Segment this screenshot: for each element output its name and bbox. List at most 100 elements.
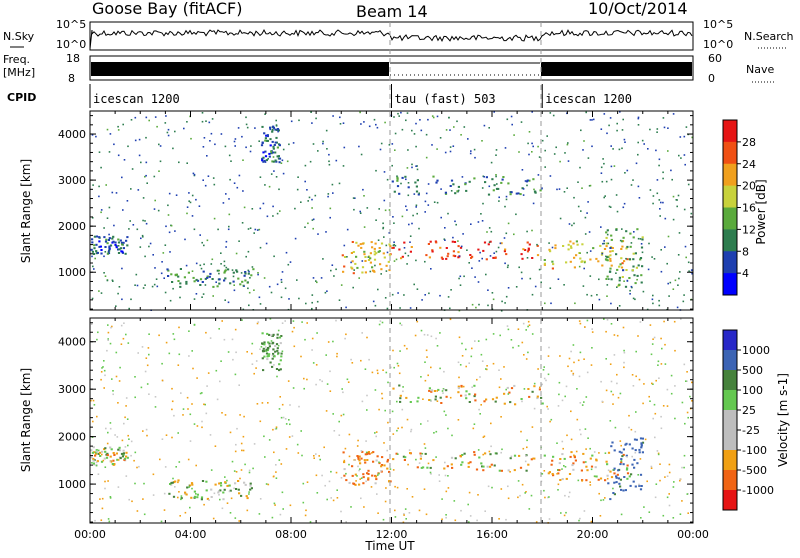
heatmap-cell	[500, 310, 503, 312]
heatmap-cell	[575, 450, 578, 453]
heatmap-cell	[193, 298, 196, 300]
heatmap-cell	[651, 382, 653, 385]
heatmap-cell	[359, 243, 362, 246]
heatmap-cell	[477, 221, 480, 223]
heatmap-cell	[108, 233, 110, 236]
heatmap-cell	[91, 238, 94, 241]
heatmap-cell	[623, 280, 625, 282]
heatmap-cell	[394, 132, 397, 135]
heatmap-cell	[463, 275, 465, 278]
heatmap-cell	[468, 521, 470, 523]
heatmap-cell	[100, 292, 103, 294]
heatmap-cell	[173, 338, 176, 341]
heatmap-cell	[117, 241, 121, 244]
heatmap-cell	[640, 274, 643, 277]
heatmap-cell	[435, 456, 437, 458]
colorbar-tick-label: 28	[742, 136, 756, 149]
heatmap-cell	[496, 183, 498, 185]
heatmap-cell	[252, 467, 254, 470]
heatmap-cell	[100, 519, 103, 521]
heatmap-cell	[672, 486, 675, 488]
heatmap-cell	[286, 160, 289, 163]
heatmap-cell	[686, 380, 688, 382]
heatmap-cell	[444, 239, 446, 241]
heatmap-cell	[540, 396, 543, 399]
heatmap-cell	[356, 266, 359, 269]
heatmap-cell	[91, 255, 93, 258]
heatmap-cell	[228, 225, 230, 228]
heatmap-cell	[579, 351, 582, 354]
heatmap-cell	[659, 215, 661, 217]
heatmap-cell	[501, 300, 503, 303]
heatmap-cell	[680, 157, 682, 159]
heatmap-cell	[622, 326, 625, 329]
heatmap-cell	[610, 238, 613, 241]
heatmap-cell	[391, 247, 394, 249]
heatmap-cell	[499, 334, 501, 337]
heatmap-cell	[228, 490, 231, 493]
heatmap-cell	[532, 178, 535, 181]
heatmap-cell	[279, 396, 281, 398]
heatmap-cell	[363, 506, 365, 508]
heatmap-cell	[444, 151, 447, 154]
heatmap-cell	[104, 487, 106, 490]
heatmap-cell	[605, 389, 608, 392]
heatmap-cell	[503, 402, 506, 405]
heatmap-cell	[108, 246, 111, 249]
heatmap-cell	[380, 464, 384, 466]
heatmap-cell	[101, 367, 103, 369]
heatmap-cell	[200, 267, 203, 270]
heatmap-cell	[574, 459, 577, 462]
heatmap-cell	[573, 222, 575, 225]
heatmap-cell	[213, 183, 216, 186]
heatmap-cell	[459, 455, 462, 458]
heatmap-cell	[190, 137, 192, 140]
heatmap-cell	[408, 449, 411, 451]
heatmap-cell	[226, 479, 228, 482]
heatmap-cell	[494, 256, 497, 259]
heatmap-cell	[159, 160, 162, 163]
x-tick-label: 00:00	[74, 528, 106, 541]
heatmap-cell	[249, 277, 251, 279]
heatmap-cell	[582, 452, 585, 455]
heatmap-cell	[567, 142, 569, 144]
heatmap-cell	[218, 272, 220, 275]
heatmap-cell	[690, 269, 693, 271]
heatmap-cell	[152, 494, 155, 496]
heatmap-cell	[633, 274, 636, 277]
heatmap-cell	[441, 390, 444, 392]
heatmap-cell	[240, 469, 243, 471]
heatmap-cell	[524, 249, 527, 251]
heatmap-cell	[495, 174, 497, 176]
heatmap-cell	[477, 281, 480, 283]
heatmap-cell	[329, 207, 332, 210]
heatmap-cell	[619, 263, 622, 266]
heatmap-cell	[101, 507, 104, 510]
heatmap-cell	[401, 408, 404, 411]
heatmap-cell	[445, 490, 448, 493]
heatmap-cell	[528, 243, 531, 246]
heatmap-cell	[551, 473, 554, 475]
heatmap-cell	[279, 210, 281, 212]
heatmap-cell	[565, 261, 568, 264]
heatmap-cell	[603, 242, 605, 245]
heatmap-cell	[550, 463, 553, 466]
heatmap-cell	[446, 465, 449, 468]
heatmap-cell	[570, 438, 573, 441]
heatmap-cell	[367, 259, 371, 261]
heatmap-cell	[277, 129, 280, 132]
heatmap-cell	[583, 140, 585, 142]
heatmap-cell	[639, 458, 642, 460]
heatmap-cell	[241, 449, 243, 452]
colorbar-tick-label: 24	[742, 158, 756, 171]
heatmap-cell	[547, 373, 550, 376]
heatmap-cell	[655, 379, 657, 382]
heatmap-cell	[609, 206, 612, 208]
heatmap-cell	[460, 245, 463, 248]
heatmap-cell	[607, 482, 610, 485]
heatmap-cell	[600, 166, 603, 169]
heatmap-cell	[600, 128, 603, 130]
heatmap-cell	[652, 302, 654, 305]
heatmap-cell	[226, 502, 229, 504]
